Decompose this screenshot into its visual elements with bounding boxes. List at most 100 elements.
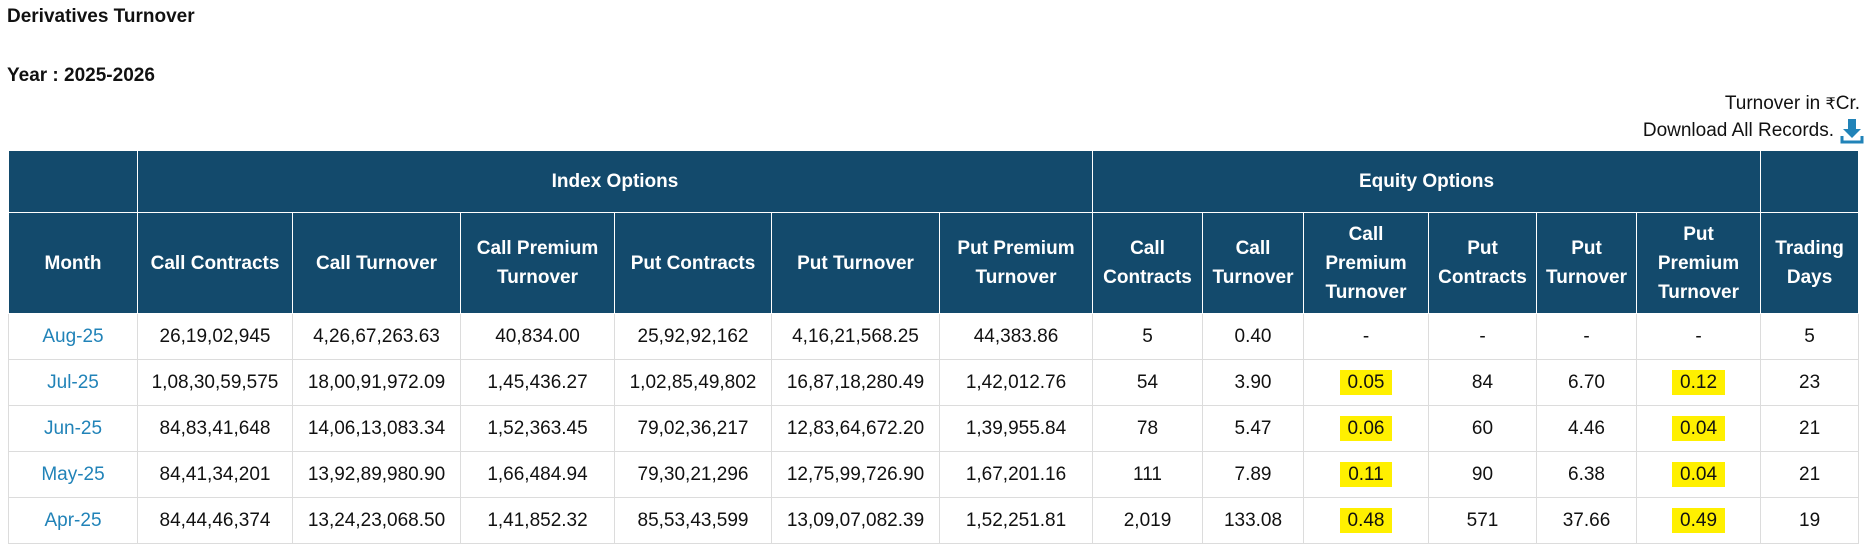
table-cell: - [1536,313,1637,360]
col-index-call-turnover: Call Turnover [292,212,461,314]
table-cell: 13,09,07,082.39 [771,497,940,544]
table-cell: 40,834.00 [460,313,615,360]
col-index-put-contracts: Put Contracts [614,212,772,314]
table-cell: 4,16,21,568.25 [771,313,940,360]
table-cell: 2,019 [1092,497,1203,544]
table-cell: 0.11 [1303,451,1429,498]
table-cell: 1,41,852.32 [460,497,615,544]
table-cell: 16,87,18,280.49 [771,359,940,406]
month-link[interactable]: Jul-25 [8,359,138,406]
group-header-index-options: Index Options [137,150,1093,213]
table-cell: 1,52,363.45 [460,405,615,452]
col-equity-call-turnover: Call Turnover [1202,212,1304,314]
table-cell: 21 [1760,405,1860,452]
table-cell: 60 [1428,405,1537,452]
table-cell: 1,67,201.16 [939,451,1093,498]
derivatives-turnover-table: Index Options Equity Options Month Call … [8,150,1860,544]
download-all-records[interactable]: Download All Records. [1643,118,1864,144]
table-cell: 6.70 [1536,359,1637,406]
table-cell: 571 [1428,497,1537,544]
highlighted-value: 0.04 [1672,461,1726,487]
column-header-row: Month Call Contracts Call Turnover Call … [8,212,1860,314]
table-cell: - [1635,313,1762,360]
table-cell: 0.48 [1303,497,1429,544]
table-cell: 84 [1428,359,1537,406]
col-equity-call-contracts: Call Contracts [1092,212,1203,314]
download-icon[interactable] [1840,118,1864,144]
month-link[interactable]: Apr-25 [8,497,138,544]
table-cell: 1,42,012.76 [939,359,1093,406]
table-cell: 4.46 [1536,405,1637,452]
table-row: Jul-25 1,08,30,59,575 18,00,91,972.09 1,45,… [8,359,1860,406]
group-header-equity-options: Equity Options [1091,150,1762,213]
table-cell: 0.04 [1635,451,1762,498]
table-cell: 14,06,13,083.34 [292,405,461,452]
table-row: Aug-25 26,19,02,945 4,26,67,263.63 40,834.0… [8,313,1860,360]
table-cell: 12,83,64,672.20 [771,405,940,452]
table-cell: 5.47 [1202,405,1304,452]
page-title: Derivatives Turnover [7,6,195,27]
highlighted-value: 0.49 [1672,507,1726,533]
table-cell: 0.05 [1303,359,1429,406]
table-cell: 44,383.86 [939,313,1093,360]
month-link[interactable]: Aug-25 [8,313,138,360]
year-label: Year : 2025-2026 [7,65,155,86]
table-cell: 84,83,41,648 [137,405,293,452]
col-index-call-contracts: Call Contracts [137,212,293,314]
col-index-call-premium-turnover: Call Premium Turnover [460,212,615,314]
table-cell: 6.38 [1536,451,1637,498]
table-cell: 54 [1092,359,1203,406]
col-index-put-premium-turnover: Put Premium Turnover [939,212,1093,314]
table-cell: 37.66 [1536,497,1637,544]
table-cell: 1,08,30,59,575 [137,359,293,406]
table-cell: 5 [1092,313,1203,360]
download-link[interactable]: Download All Records. [1642,120,1834,141]
table-cell: 0.04 [1635,405,1762,452]
table-cell: 13,24,23,068.50 [292,497,461,544]
table-cell: 1,02,85,49,802 [614,359,772,406]
table-cell: 19 [1760,497,1860,544]
table-cell: 21 [1760,451,1860,498]
highlighted-value: 0.11 [1340,461,1392,487]
table-cell: 79,02,36,217 [614,405,772,452]
table-body: Aug-25 26,19,02,945 4,26,67,263.63 40,834.0… [8,313,1860,544]
table-cell: 26,19,02,945 [137,313,293,360]
col-index-put-turnover: Put Turnover [771,212,940,314]
turnover-unit-note: Turnover in ₹Cr. [1725,93,1860,115]
col-equity-put-contracts: Put Contracts [1428,212,1537,314]
table-cell: 4,26,67,263.63 [292,313,461,360]
table-cell: 84,41,34,201 [137,451,293,498]
table-cell: 18,00,91,972.09 [292,359,461,406]
table-cell: 84,44,46,374 [137,497,293,544]
table-cell: 12,75,99,726.90 [771,451,940,498]
table-cell: 13,92,89,980.90 [292,451,461,498]
col-equity-call-premium-turnover: Call Premium Turnover [1303,212,1429,314]
col-equity-put-turnover: Put Turnover [1536,212,1637,314]
unit-prefix: Turnover in [1724,93,1826,114]
table-cell: 1,39,955.84 [939,405,1093,452]
table-cell: 90 [1428,451,1537,498]
table-cell: 1,45,436.27 [460,359,615,406]
table-cell: - [1428,313,1537,360]
table-cell: 0.12 [1635,359,1762,406]
table-cell: 85,53,43,599 [614,497,772,544]
table-row: Jun-25 84,83,41,648 14,06,13,083.34 1,52,36… [8,405,1860,452]
table-cell: 111 [1092,451,1203,498]
col-trading-days: Trading Days [1760,212,1860,314]
table-cell: 1,52,251.81 [939,497,1093,544]
col-month: Month [8,212,138,314]
month-link[interactable]: Jun-25 [8,405,138,452]
table-cell: 3.90 [1202,359,1304,406]
table-cell: 5 [1760,313,1860,360]
table-cell: 25,92,92,162 [614,313,772,360]
group-header-empty-end [1760,150,1860,213]
col-equity-put-premium-turnover: Put Premium Turnover [1635,212,1762,314]
month-link[interactable]: May-25 [8,451,138,498]
highlighted-value: 0.06 [1339,415,1393,441]
table-row: May-25 84,41,34,201 13,92,89,980.90 1,66,48… [8,451,1860,498]
table-cell: 0.49 [1635,497,1762,544]
group-header-empty-start [8,150,138,213]
table-cell: 78 [1092,405,1203,452]
table-cell: 1,66,484.94 [460,451,615,498]
unit-suffix: Cr. [1835,93,1860,114]
